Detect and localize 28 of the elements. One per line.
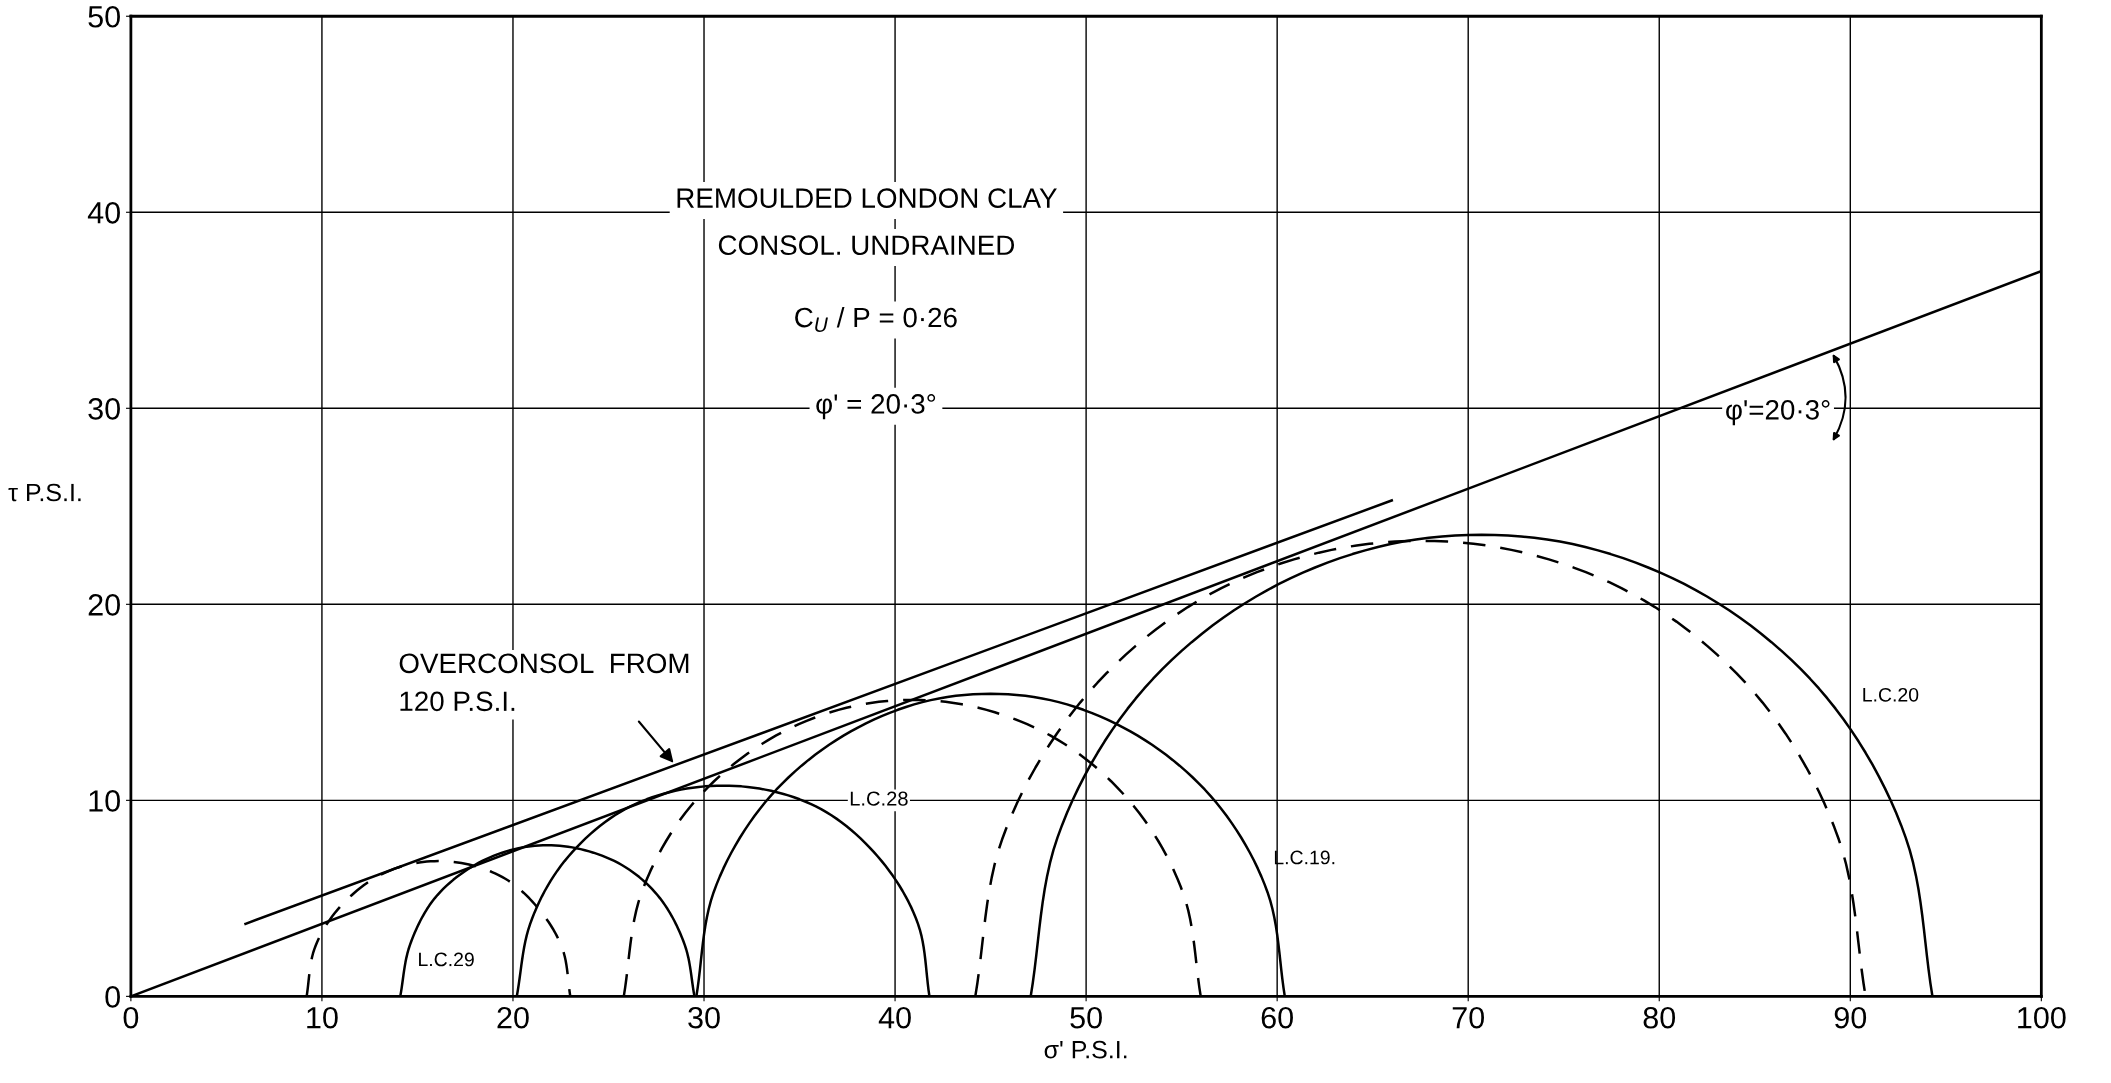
y-tick-label: 10 [89,790,120,812]
x-tick-label: 80 [1643,1006,1676,1029]
annotation: L.C.20 [1863,687,1919,702]
annotation: L.C.29 [419,952,474,967]
y-tick-label: 40 [87,202,120,224]
annotation: φ'=20·3° [1726,400,1830,426]
annotation: OVERCONSOL FROM 120 P.S.I. [399,653,689,712]
annotation: C$_{U}$ / P = 0·26 [795,306,957,332]
annotation: φ' = 20·3° [816,394,936,420]
x-tick-label: 70 [1452,1006,1484,1029]
y-axis-title: τ P.S.I. [8,483,81,502]
x-tick-label: 40 [878,1006,911,1029]
x-tick-label: 50 [1070,1006,1102,1029]
y-tick-label: 50 [88,5,120,28]
x-tick-label: 100 [2018,1006,2066,1029]
annotation: REMOULDED LONDON CLAY [677,188,1057,208]
x-tick-label: 60 [1261,1006,1293,1029]
annotation: CONSOL. UNDRAINED [718,235,1015,256]
x-tick-label: 90 [1834,1006,1867,1029]
annotation: L.C.28 [850,791,908,806]
x-tick-label: 0 [123,1006,139,1029]
x-tick-label: 10 [307,1006,338,1029]
y-tick-label: 0 [105,986,120,1008]
y-tick-label: 30 [88,398,120,420]
x-tick-label: 30 [688,1006,720,1029]
y-tick-label: 20 [88,594,120,616]
x-tick-label: 20 [497,1006,529,1029]
x-axis-title: σ' P.S.I. [1044,1040,1127,1059]
